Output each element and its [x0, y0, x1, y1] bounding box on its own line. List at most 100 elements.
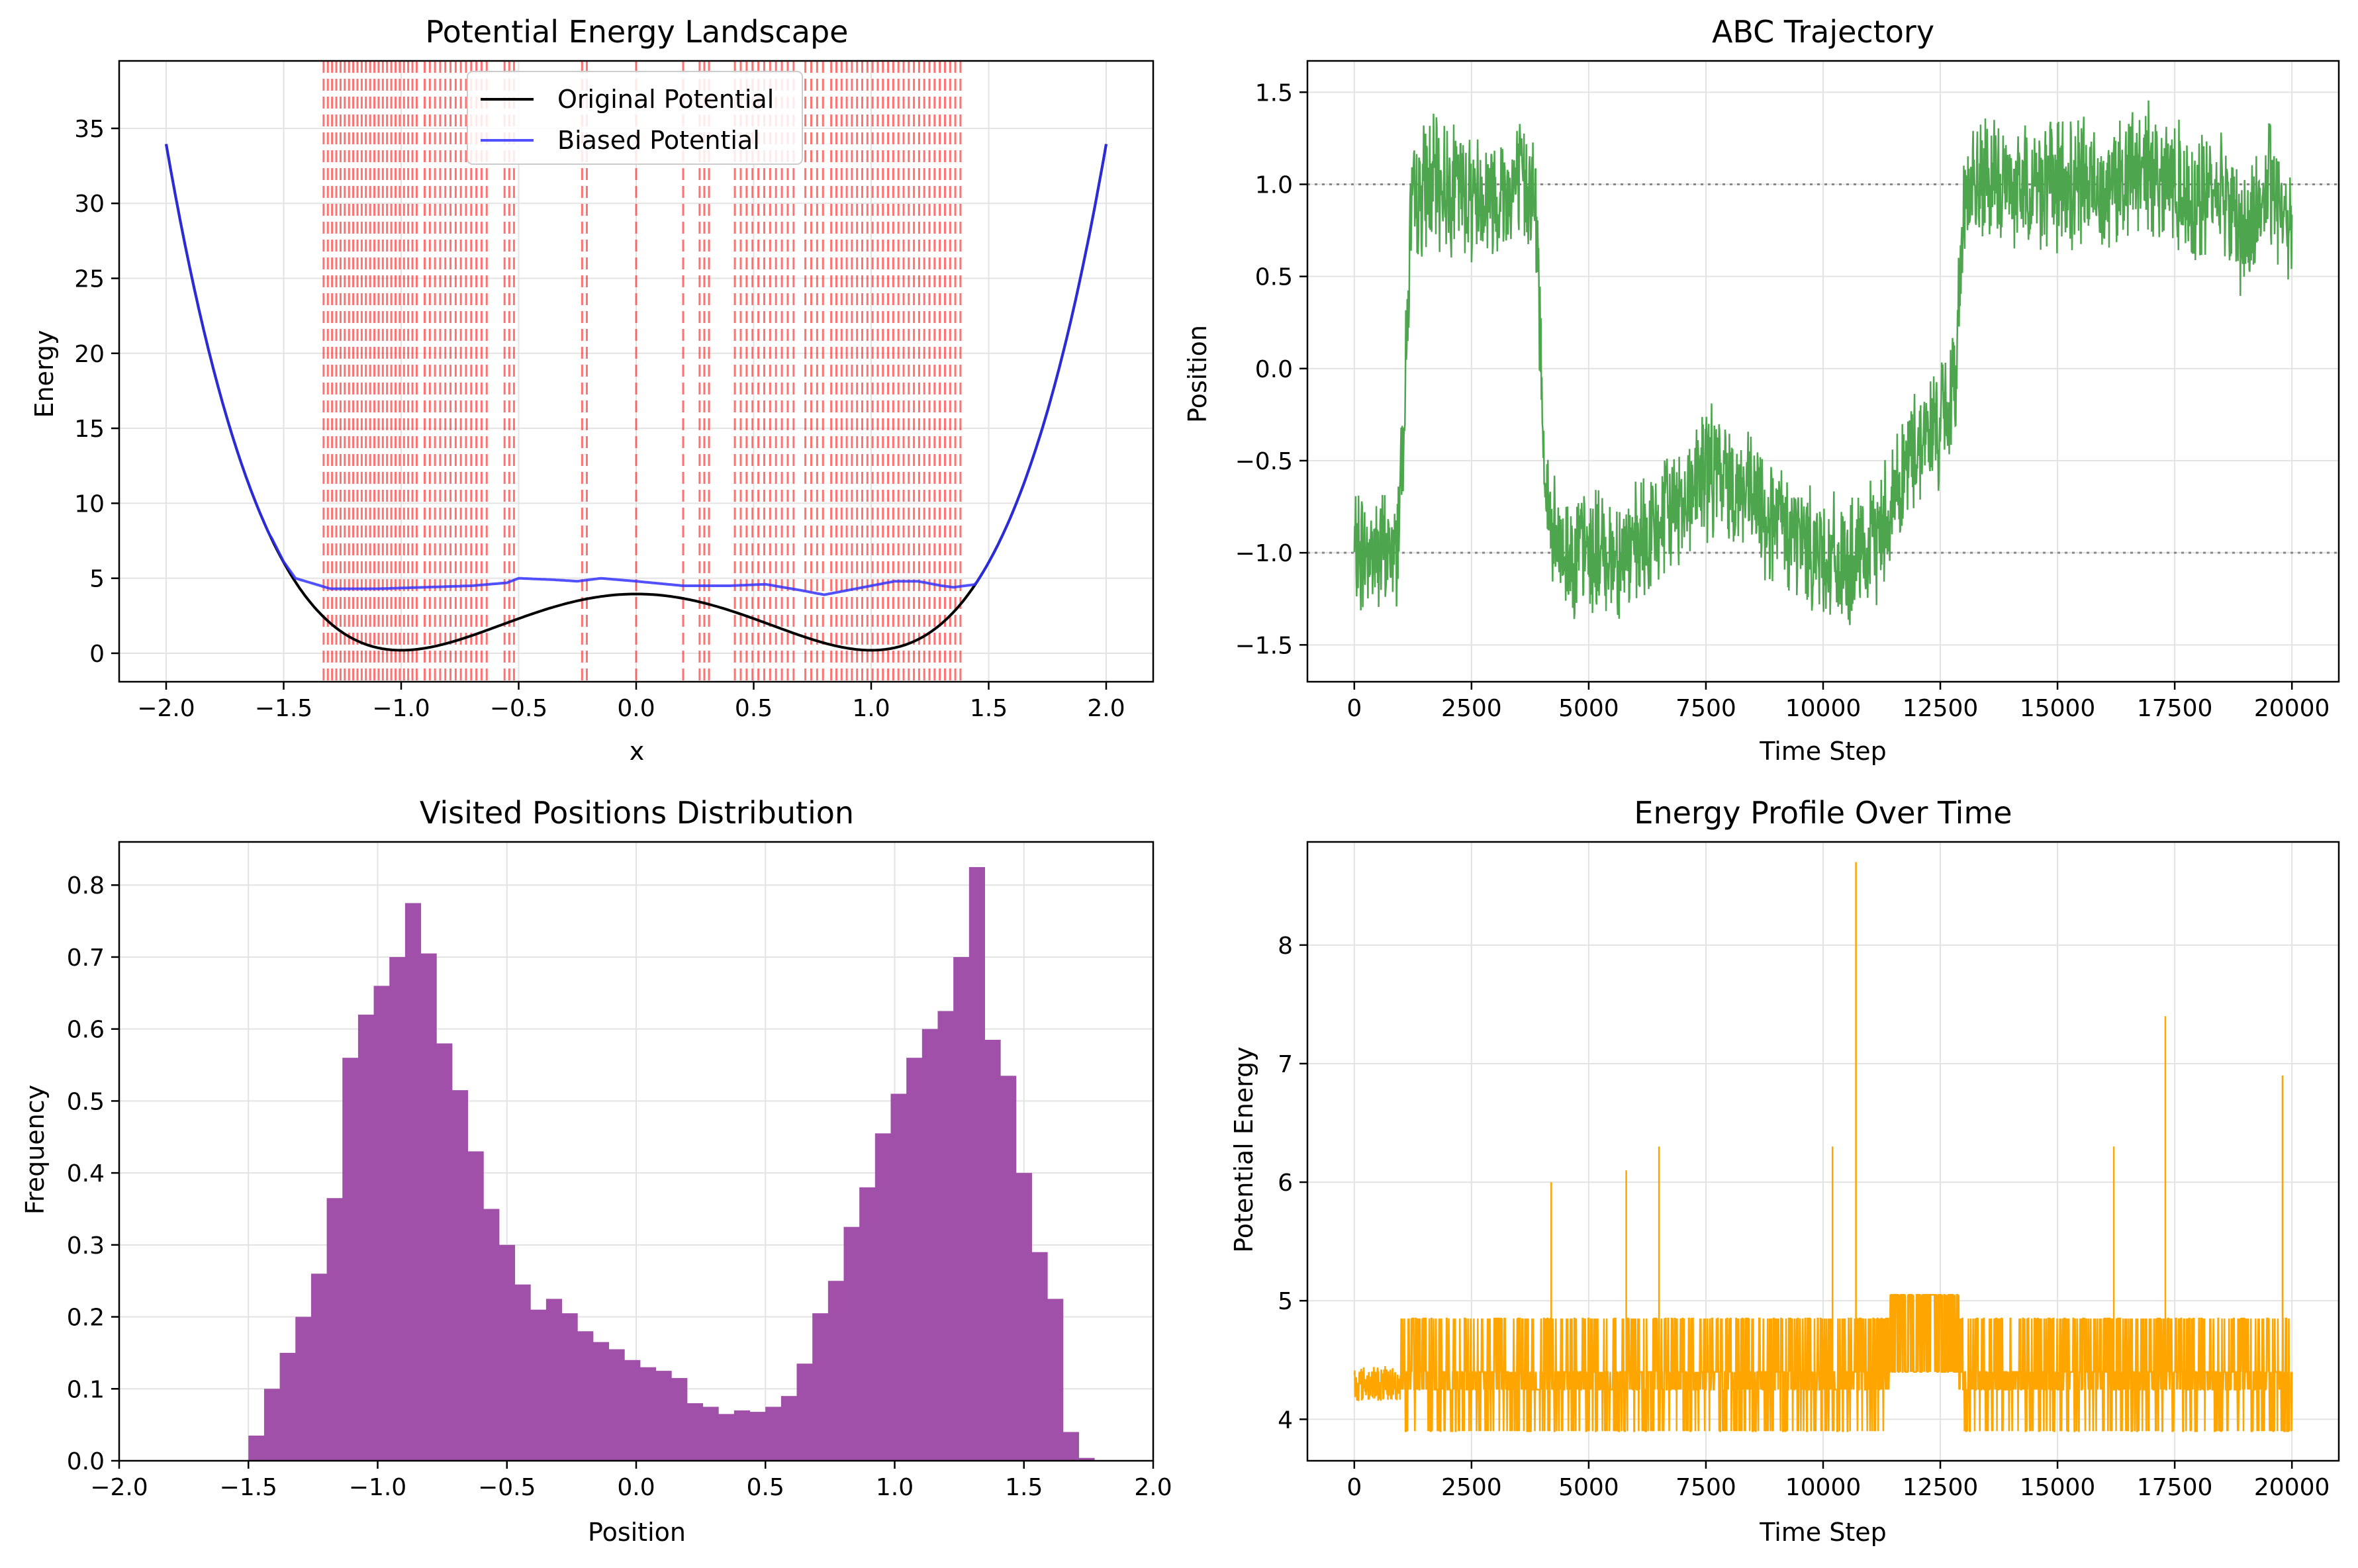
x-tick-label: 2.0: [1087, 695, 1125, 722]
panel-title: Energy Profile Over Time: [1634, 795, 2012, 831]
histogram-bar: [1031, 1252, 1048, 1461]
histogram-bar: [420, 953, 437, 1461]
histogram-bar: [639, 1367, 657, 1461]
series-line-energy: [1353, 862, 2293, 1432]
histogram-bar: [796, 1363, 813, 1461]
y-tick-label: 5: [89, 566, 105, 593]
histogram-bar: [812, 1313, 829, 1461]
histogram-bar: [968, 867, 985, 1461]
histogram-bar: [263, 1389, 281, 1461]
x-tick-label: 2500: [1441, 695, 1502, 722]
histogram-bar: [890, 1093, 907, 1461]
y-tick-label: −1.5: [1235, 632, 1293, 659]
x-tick-label: 12500: [1903, 695, 1979, 722]
x-tick-label: 10000: [1785, 695, 1862, 722]
histogram-bar: [373, 986, 390, 1461]
histogram-bar: [342, 1058, 359, 1461]
y-tick-label: 15: [74, 416, 105, 443]
y-tick-label: 0.0: [1255, 356, 1293, 383]
plot-area: [119, 61, 1153, 682]
histogram-bar: [843, 1226, 860, 1461]
panel-abc-trajectory: ABC Trajectory Time Step Position 0 2500 5…: [1183, 14, 2340, 766]
histogram-bar: [514, 1284, 531, 1461]
panel-potential-energy-landscape: Potential Energy Landscape x Energy −2.0…: [30, 14, 1155, 766]
y-tick-label: 8: [1278, 933, 1293, 960]
x-tick-label: 0: [1346, 1474, 1362, 1501]
x-tick-label: 20000: [2254, 1474, 2330, 1501]
legend-label-original: Original Potential: [557, 85, 774, 114]
histogram-bar: [295, 1316, 312, 1461]
histogram-bar: [921, 1029, 938, 1461]
histogram-bar: [1062, 1432, 1079, 1461]
y-axis-label: Frequency: [21, 1085, 50, 1215]
histogram-bar: [749, 1412, 766, 1461]
histogram-bar: [1015, 1173, 1032, 1461]
histogram-bar: [686, 1403, 704, 1461]
x-tick-label: 5000: [1558, 695, 1619, 722]
y-tick-label: 10: [74, 490, 105, 518]
x-tick-label: 5000: [1558, 1474, 1619, 1501]
histogram-bar: [1047, 1299, 1064, 1461]
y-tick-label: 5: [1278, 1288, 1293, 1315]
x-tick-label: −1.5: [220, 1474, 277, 1501]
axes-frame: [118, 841, 1155, 1462]
x-tick-label: −2.0: [90, 1474, 148, 1501]
bias-center-lines: [322, 61, 962, 682]
y-tick-label: −0.5: [1235, 448, 1293, 475]
legend: Original Potential Biased Potential: [467, 71, 803, 165]
x-tick-label: 20000: [2254, 695, 2330, 722]
histogram-bar: [984, 1039, 1001, 1461]
x-axis-label: x: [630, 737, 645, 766]
x-tick-label: 2.0: [1134, 1474, 1172, 1501]
histogram-bar: [874, 1133, 891, 1461]
histogram-bar: [1078, 1457, 1095, 1461]
y-tick-label: 25: [74, 266, 105, 293]
histogram-bar: [655, 1371, 672, 1461]
x-tick-label: 0.0: [617, 1474, 655, 1501]
x-tick-label: 15000: [2020, 695, 2096, 722]
y-tick-label: 1.5: [1255, 79, 1293, 107]
x-tick-label: −1.0: [349, 1474, 406, 1501]
histogram-bar: [827, 1281, 844, 1461]
x-tick-label: 1.5: [970, 695, 1008, 722]
x-tick-label: 7500: [1675, 1474, 1736, 1501]
histogram-bar: [1000, 1076, 1017, 1461]
x-tick-label: 0: [1346, 695, 1362, 722]
histogram-bar: [561, 1313, 578, 1461]
histogram-bar: [702, 1407, 719, 1461]
x-tick-label: 15000: [2020, 1474, 2096, 1501]
y-tick-label: 0.7: [67, 945, 105, 972]
x-tick-label: 17500: [2137, 1474, 2213, 1501]
histogram-bar: [592, 1342, 610, 1461]
histogram-bar: [577, 1331, 594, 1461]
y-axis-label: Potential Energy: [1229, 1046, 1258, 1253]
x-tick-label: 2500: [1441, 1474, 1502, 1501]
x-axis-label: Time Step: [1759, 1518, 1887, 1547]
y-tick-label: 0.4: [67, 1160, 105, 1187]
histogram-bar: [953, 956, 970, 1461]
y-tick-label: 0.6: [67, 1017, 105, 1044]
x-tick-label: 12500: [1903, 1474, 1979, 1501]
y-tick-label: 0.0: [67, 1448, 105, 1475]
histogram-bar: [780, 1396, 798, 1461]
panel-energy-profile-over-time: Energy Profile Over Time Time Step Poten…: [1229, 795, 2340, 1547]
y-tick-label: −1.0: [1235, 540, 1293, 567]
legend-box: [467, 71, 803, 165]
histogram-bar: [467, 1151, 484, 1461]
panel-visited-positions-distribution: Visited Positions Distribution Position …: [21, 795, 1172, 1547]
x-tick-label: 1.0: [852, 695, 890, 722]
histogram-bar: [248, 1435, 265, 1461]
x-tick-label: 1.5: [1005, 1474, 1043, 1501]
axes-frame: [118, 60, 1155, 683]
histogram-bar: [357, 1014, 375, 1461]
histogram-bar: [483, 1209, 500, 1461]
histogram-bar: [530, 1309, 547, 1461]
histogram-bar: [671, 1377, 688, 1461]
series-line-biased-potential: [165, 144, 1108, 596]
histogram-bar: [859, 1187, 876, 1461]
axes-frame: [1306, 841, 2340, 1462]
histogram-bar: [608, 1349, 625, 1461]
histogram-bar: [310, 1273, 328, 1461]
y-tick-label: 0.1: [67, 1376, 105, 1403]
